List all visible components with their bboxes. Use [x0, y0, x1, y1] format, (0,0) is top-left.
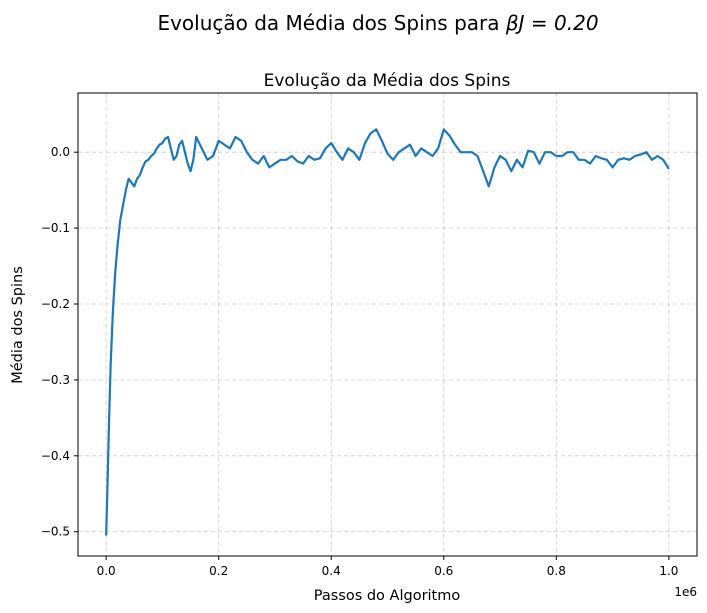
suptitle-prefix: Evolução da Média dos Spins para	[157, 11, 505, 35]
y-tick-label: −0.4	[41, 449, 70, 463]
y-tick-label: −0.3	[41, 373, 70, 387]
figure-suptitle: Evolução da Média dos Spins para βJ = 0.…	[157, 11, 598, 35]
x-tick-label: 0.8	[547, 564, 566, 578]
x-axis: 0.0 0.2 0.4 0.6 0.8 1.0	[97, 556, 678, 578]
y-tick-label: −0.1	[41, 221, 70, 235]
y-tick-label: −0.2	[41, 297, 70, 311]
x-tick-label: 0.0	[97, 564, 116, 578]
x-axis-offset-label: 1e6	[674, 585, 697, 599]
y-tick-label: −0.5	[41, 525, 70, 539]
suptitle-math: βJ = 0.20	[505, 11, 599, 35]
y-axis-label: Média dos Spins	[10, 266, 26, 384]
series-line	[105, 128, 670, 536]
series-group	[105, 128, 670, 536]
y-tick-label: 0.0	[51, 145, 70, 159]
x-axis-label: Passos do Algoritmo	[314, 588, 461, 604]
plot-frame	[77, 92, 698, 557]
grid	[78, 93, 697, 556]
y-axis: −0.5 −0.4 −0.3 −0.2 −0.1 0.0	[41, 145, 78, 539]
x-tick-label: 0.6	[434, 564, 453, 578]
x-tick-label: 1.0	[659, 564, 678, 578]
x-tick-label: 0.2	[209, 564, 228, 578]
chart-title: Evolução da Média dos Spins	[264, 71, 511, 91]
x-tick-label: 0.4	[322, 564, 341, 578]
